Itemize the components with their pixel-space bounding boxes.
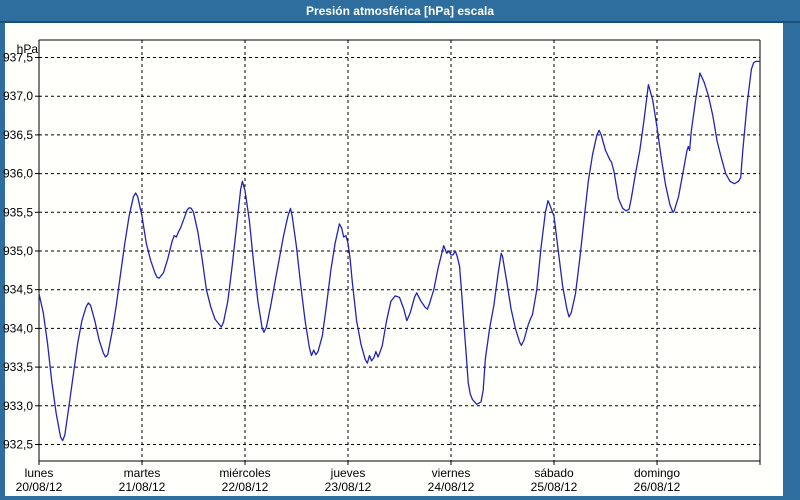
svg-text:21/08/12: 21/08/12	[119, 480, 166, 494]
window-title-bar: Presión atmosférica [hPa] escala	[0, 0, 800, 23]
svg-text:935,0: 935,0	[3, 244, 33, 258]
svg-text:936,5: 936,5	[3, 128, 33, 142]
svg-text:hPa: hPa	[17, 42, 39, 56]
svg-text:934,0: 934,0	[3, 321, 33, 335]
svg-text:jueves: jueves	[330, 466, 366, 480]
svg-text:934,5: 934,5	[3, 283, 33, 297]
svg-text:937,5: 937,5	[3, 51, 33, 65]
svg-text:933,0: 933,0	[3, 399, 33, 413]
svg-text:26/08/12: 26/08/12	[634, 480, 681, 494]
svg-text:23/08/12: 23/08/12	[325, 480, 372, 494]
svg-text:933,5: 933,5	[3, 360, 33, 374]
chart-area: 937,5 937,0 936,5 936,0 935,5 935,0 934,5 934,0…	[3, 23, 783, 496]
svg-text:lunes: lunes	[25, 466, 54, 480]
svg-text:24/08/12: 24/08/12	[428, 480, 475, 494]
svg-text:sábado: sábado	[534, 466, 574, 480]
svg-text:20/08/12: 20/08/12	[16, 480, 63, 494]
svg-text:martes: martes	[124, 466, 161, 480]
svg-text:viernes: viernes	[432, 466, 471, 480]
svg-text:932,5: 932,5	[3, 438, 33, 452]
svg-text:937,0: 937,0	[3, 89, 33, 103]
svg-text:936,0: 936,0	[3, 167, 33, 181]
svg-text:miércoles: miércoles	[219, 466, 270, 480]
svg-text:935,5: 935,5	[3, 205, 33, 219]
svg-text:domingo: domingo	[634, 466, 680, 480]
svg-text:25/08/12: 25/08/12	[531, 480, 578, 494]
window-title: Presión atmosférica [hPa] escala	[305, 3, 495, 18]
svg-text:22/08/12: 22/08/12	[222, 480, 269, 494]
